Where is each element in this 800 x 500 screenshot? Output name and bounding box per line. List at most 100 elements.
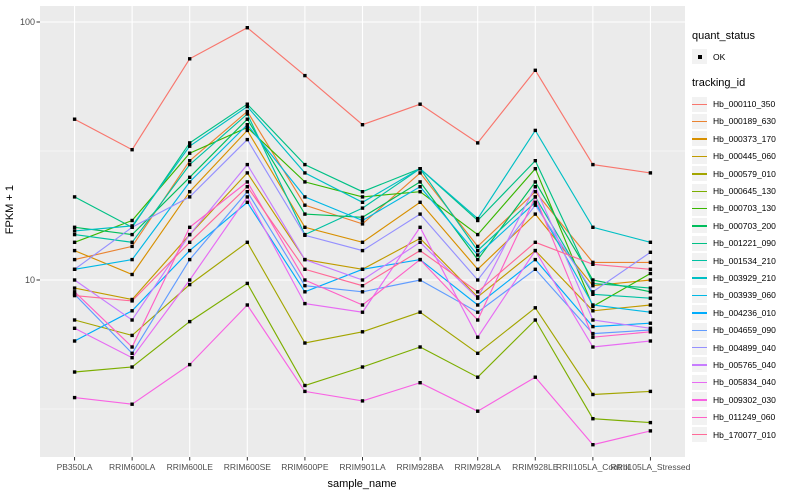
data-point-marker[interactable]: [188, 278, 192, 282]
data-point-marker[interactable]: [303, 389, 307, 394]
data-point-marker[interactable]: [591, 318, 595, 322]
data-point-marker[interactable]: [648, 260, 653, 265]
data-point-marker[interactable]: [303, 341, 307, 345]
data-point-marker[interactable]: [360, 222, 365, 226]
data-point-marker[interactable]: [303, 301, 307, 306]
data-point-marker[interactable]: [418, 240, 422, 244]
data-point-marker[interactable]: [188, 232, 192, 237]
data-point-marker[interactable]: [360, 290, 365, 294]
data-point-marker[interactable]: [130, 225, 134, 229]
legend-entry-Hb_005834_040[interactable]: Hb_005834_040: [692, 374, 798, 391]
data-point-marker[interactable]: [188, 195, 192, 199]
data-point-marker[interactable]: [591, 260, 595, 265]
data-point-marker[interactable]: [72, 248, 77, 253]
data-point-marker[interactable]: [360, 310, 365, 314]
legend-entry-Hb_011249_060[interactable]: Hb_011249_060: [692, 408, 798, 425]
data-point-marker[interactable]: [418, 225, 422, 229]
data-point-marker[interactable]: [533, 190, 537, 194]
data-point-marker[interactable]: [533, 257, 537, 262]
data-point-marker[interactable]: [476, 267, 480, 271]
data-point-marker[interactable]: [360, 267, 365, 271]
data-point-marker[interactable]: [130, 318, 134, 322]
data-point-marker[interactable]: [648, 339, 653, 343]
data-point-marker[interactable]: [360, 215, 365, 219]
data-point-marker[interactable]: [591, 309, 595, 313]
data-point-marker[interactable]: [360, 330, 365, 334]
data-point-marker[interactable]: [476, 244, 480, 249]
data-point-marker[interactable]: [533, 375, 537, 379]
data-point-marker[interactable]: [245, 171, 249, 175]
data-point-marker[interactable]: [130, 272, 134, 277]
data-point-marker[interactable]: [245, 162, 249, 167]
data-point-marker[interactable]: [303, 267, 307, 271]
data-point-marker[interactable]: [648, 420, 653, 425]
legend-entry-Hb_000703_200[interactable]: Hb_000703_200: [692, 217, 798, 234]
data-point-marker[interactable]: [648, 326, 653, 330]
data-point-marker[interactable]: [130, 309, 134, 313]
data-point-marker[interactable]: [72, 293, 77, 298]
legend-entry-Hb_004899_040[interactable]: Hb_004899_040: [692, 339, 798, 356]
data-point-marker[interactable]: [303, 171, 307, 175]
data-point-marker[interactable]: [533, 159, 537, 163]
data-point-marker[interactable]: [533, 195, 537, 199]
data-point-marker[interactable]: [476, 318, 480, 322]
data-point-marker[interactable]: [188, 362, 192, 367]
data-point-marker[interactable]: [476, 335, 480, 339]
data-point-marker[interactable]: [418, 167, 422, 171]
data-point-marker[interactable]: [591, 303, 595, 307]
data-point-marker[interactable]: [245, 190, 249, 194]
data-point-marker[interactable]: [188, 175, 192, 179]
data-point-marker[interactable]: [648, 286, 653, 290]
data-point-marker[interactable]: [591, 324, 595, 329]
data-point-marker[interactable]: [245, 123, 249, 127]
data-point-marker[interactable]: [303, 225, 307, 229]
data-point-marker[interactable]: [245, 137, 249, 142]
legend-entry-Hb_000579_010[interactable]: Hb_000579_010: [692, 165, 798, 182]
data-point-marker[interactable]: [245, 102, 249, 106]
data-point-marker[interactable]: [72, 318, 77, 322]
data-point-marker[interactable]: [476, 257, 480, 262]
data-point-marker[interactable]: [591, 262, 595, 266]
data-point-marker[interactable]: [591, 443, 595, 447]
data-point-marker[interactable]: [303, 212, 307, 216]
data-point-marker[interactable]: [303, 233, 307, 237]
data-point-marker[interactable]: [130, 232, 134, 237]
data-point-marker[interactable]: [533, 68, 537, 72]
data-point-marker[interactable]: [245, 104, 249, 109]
data-point-marker[interactable]: [648, 171, 653, 175]
legend-entry-Hb_004659_090[interactable]: Hb_004659_090: [692, 321, 798, 338]
data-point-marker[interactable]: [72, 195, 77, 199]
data-point-marker[interactable]: [648, 296, 653, 300]
data-point-marker[interactable]: [303, 278, 307, 282]
data-point-marker[interactable]: [188, 190, 192, 194]
data-point-marker[interactable]: [188, 162, 192, 167]
data-point-marker[interactable]: [533, 267, 537, 271]
data-point-marker[interactable]: [648, 429, 653, 433]
data-point-marker[interactable]: [188, 159, 192, 163]
legend-entry-Hb_009302_030[interactable]: Hb_009302_030: [692, 391, 798, 408]
data-point-marker[interactable]: [72, 267, 77, 271]
data-point-marker[interactable]: [476, 375, 480, 379]
data-point-marker[interactable]: [476, 232, 480, 237]
data-point-marker[interactable]: [533, 185, 537, 189]
data-point-marker[interactable]: [130, 345, 134, 349]
data-point-marker[interactable]: [303, 383, 307, 388]
data-point-marker[interactable]: [245, 303, 249, 307]
data-point-marker[interactable]: [72, 257, 77, 262]
data-point-marker[interactable]: [130, 148, 134, 152]
data-point-marker[interactable]: [72, 286, 77, 290]
data-point-marker[interactable]: [591, 331, 595, 336]
data-point-marker[interactable]: [591, 281, 595, 286]
data-point-marker[interactable]: [130, 299, 134, 303]
data-point-marker[interactable]: [533, 248, 537, 253]
data-point-marker[interactable]: [476, 351, 480, 355]
data-point-marker[interactable]: [476, 303, 480, 307]
data-point-marker[interactable]: [130, 351, 134, 355]
data-point-marker[interactable]: [591, 335, 595, 339]
data-point-marker[interactable]: [72, 117, 77, 121]
data-point-marker[interactable]: [360, 240, 365, 244]
data-point-marker[interactable]: [648, 321, 653, 325]
legend-entry-Hb_000703_130[interactable]: Hb_000703_130: [692, 200, 798, 217]
data-point-marker[interactable]: [476, 296, 480, 300]
data-point-marker[interactable]: [245, 281, 249, 286]
